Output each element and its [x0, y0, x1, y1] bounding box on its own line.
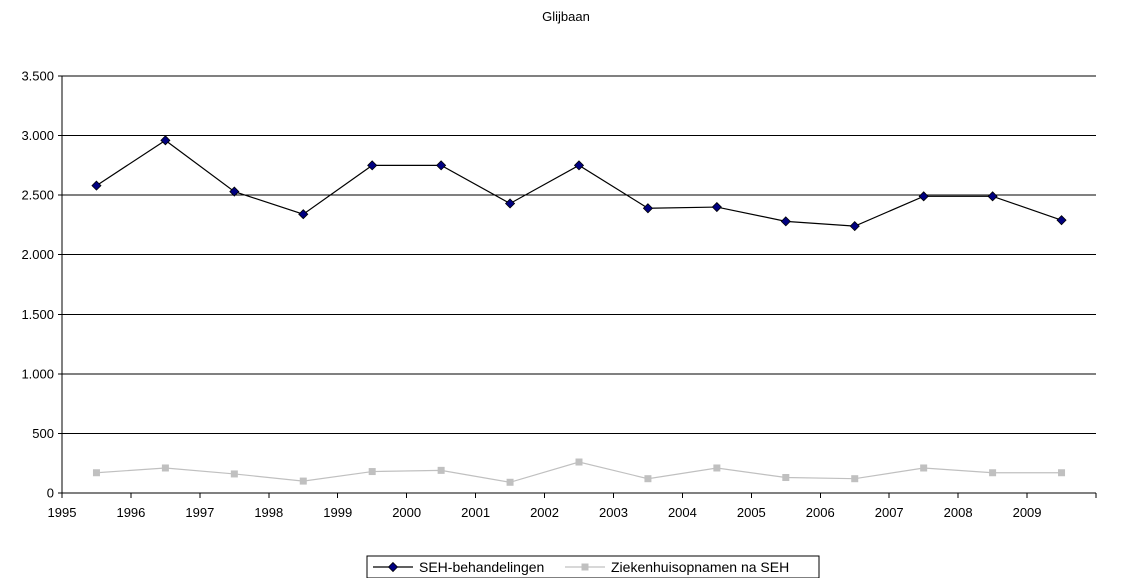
- x-tick-label: 2000: [392, 505, 421, 520]
- data-point: [987, 191, 998, 202]
- y-tick-label: 0: [47, 486, 54, 501]
- legend-label: Ziekenhuisopnamen na SEH: [611, 559, 789, 575]
- legend-marker: [581, 563, 589, 571]
- y-tick-label: 1.000: [21, 366, 54, 381]
- data-point: [436, 160, 447, 171]
- data-point: [711, 201, 722, 213]
- data-point: [160, 135, 171, 146]
- y-tick-label: 3.500: [21, 69, 54, 84]
- y-tick-label: 3.000: [21, 128, 54, 143]
- data-point: [575, 458, 583, 466]
- data-point: [229, 186, 240, 197]
- data-point: [230, 470, 238, 478]
- x-tick-label: 2007: [875, 505, 904, 520]
- data-point: [918, 191, 929, 202]
- legend-marker: [387, 561, 399, 573]
- x-tick-label: 2008: [944, 505, 973, 520]
- data-point: [298, 209, 309, 220]
- x-tick-label: 1997: [185, 505, 214, 520]
- data-point: [91, 180, 102, 191]
- y-tick-label: 1.500: [21, 307, 54, 322]
- x-tick-label: 2003: [599, 505, 628, 520]
- series-diamond: [91, 135, 1067, 232]
- data-point: [573, 160, 585, 171]
- chart-title: Glijbaan: [542, 9, 590, 24]
- data-point: [161, 464, 169, 472]
- data-point: [920, 464, 928, 472]
- x-tick-label: 2001: [461, 505, 490, 520]
- series-line: [96, 139, 1062, 227]
- data-point: [1058, 469, 1066, 477]
- x-tick-label: 2006: [806, 505, 835, 520]
- data-point: [642, 203, 653, 214]
- x-tick-label: 2004: [668, 505, 697, 520]
- x-tick-label: 1998: [254, 505, 283, 520]
- data-point: [368, 468, 376, 476]
- x-tick-label: 2005: [737, 505, 766, 520]
- x-tick-label: 1999: [323, 505, 352, 520]
- data-point: [367, 160, 378, 171]
- data-point: [505, 198, 516, 209]
- data-point: [1056, 215, 1067, 226]
- data-point: [989, 469, 997, 477]
- data-point: [782, 474, 790, 482]
- series-group: [91, 135, 1067, 486]
- data-point: [849, 221, 860, 232]
- data-point: [92, 469, 100, 477]
- axes: 0 500 1.000 1.500 2.000 2.500 3.000 3.500 1995 19…: [21, 69, 1097, 520]
- data-point: [299, 477, 307, 485]
- gridlines: [62, 75, 1096, 434]
- data-point: [851, 475, 859, 483]
- legend: SEH-behandelingen Ziekenhuisopnamen na SE…: [366, 555, 820, 579]
- x-tick-label: 2002: [530, 505, 559, 520]
- y-tick-label: 2.000: [21, 247, 54, 262]
- x-tick-label: 1996: [116, 505, 145, 520]
- x-tick-label: 2009: [1013, 505, 1042, 520]
- data-point: [437, 466, 445, 474]
- data-point: [644, 475, 652, 483]
- series-square: [92, 458, 1066, 486]
- data-point: [713, 464, 721, 472]
- y-tick-label: 500: [32, 426, 54, 441]
- x-tick-label: 1995: [48, 505, 77, 520]
- data-point: [506, 478, 514, 486]
- legend-label: SEH-behandelingen: [419, 559, 544, 575]
- data-point: [780, 216, 791, 227]
- y-tick-label: 2.500: [21, 188, 54, 203]
